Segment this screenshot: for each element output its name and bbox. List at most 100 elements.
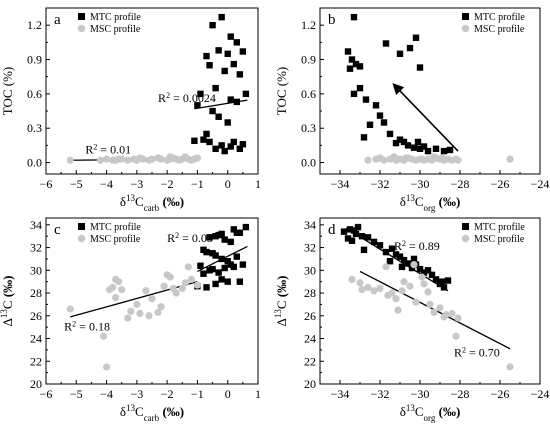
msc-point xyxy=(506,155,514,163)
mtc-point xyxy=(392,139,400,147)
mtc-point xyxy=(203,130,210,138)
msc-point xyxy=(193,281,202,289)
mtc-point xyxy=(227,143,234,150)
legend-mtc-label: MTC profile xyxy=(474,222,525,233)
y-tick-label: 0.6 xyxy=(27,87,42,101)
y-tick-label: 20 xyxy=(30,377,42,391)
msc-point xyxy=(157,155,165,163)
y-tick-label: 34 xyxy=(30,218,42,232)
y-tick-label: 28 xyxy=(304,286,316,300)
mtc-point xyxy=(440,147,448,155)
msc-point xyxy=(364,283,372,291)
mtc-point xyxy=(404,260,412,267)
mtc-point xyxy=(386,130,394,138)
mtc-point xyxy=(350,13,358,21)
y-tick-label: 28 xyxy=(30,286,42,300)
legend-mtc-marker xyxy=(462,223,469,230)
mtc-point xyxy=(352,60,360,68)
msc-point xyxy=(406,282,414,290)
mtc-point xyxy=(215,47,222,54)
mtc-point xyxy=(227,96,234,103)
y-tick-label: 0.9 xyxy=(301,53,316,67)
x-tick-label: 0 xyxy=(225,387,231,401)
mtc-point xyxy=(209,21,216,29)
msc-point xyxy=(436,304,444,312)
y-tick-label: 26 xyxy=(30,309,42,323)
msc-point xyxy=(133,300,141,309)
panel-label: b xyxy=(328,12,336,28)
msc-point xyxy=(127,307,135,315)
x-axis-label: δ13Corg (‰) xyxy=(400,403,461,423)
legend-mtc-label: MTC profile xyxy=(474,12,525,23)
mtc-point xyxy=(209,107,216,115)
y-tick-label: 22 xyxy=(30,354,42,368)
trend-arrow xyxy=(392,83,459,152)
msc-point xyxy=(506,363,514,371)
mtc-point xyxy=(218,13,225,21)
legend-mtc-marker xyxy=(78,13,85,20)
mtc-point xyxy=(346,226,354,233)
mtc-point xyxy=(420,143,428,150)
mtc-point xyxy=(203,284,210,291)
plot-frame xyxy=(319,217,541,385)
mtc-point xyxy=(221,264,228,272)
msc-point xyxy=(390,153,398,161)
mtc-point xyxy=(236,71,244,78)
mtc-point xyxy=(344,48,352,55)
msc-point xyxy=(66,305,74,313)
mtc-point xyxy=(348,56,356,63)
x-tick-label: −34 xyxy=(331,387,350,401)
mtc-point xyxy=(396,50,404,57)
x-tick-label: −26 xyxy=(491,387,510,401)
panel-b: −34 −32 −30 −28 −26 −24 0.0 0.3 0.6 0.9 1.2 δ13Corg… xyxy=(274,7,549,213)
mtc-point xyxy=(221,236,228,243)
legend-mtc-marker xyxy=(78,223,85,230)
msc-point xyxy=(358,286,366,294)
msc-point xyxy=(376,154,384,162)
y-tick-label: 24 xyxy=(304,332,316,346)
mtc-point xyxy=(344,235,352,242)
mtc-point xyxy=(380,119,388,126)
x-tick-label: 1 xyxy=(255,177,261,191)
msc-point xyxy=(66,156,74,164)
mtc-point xyxy=(352,230,360,238)
mtc-point xyxy=(386,258,394,265)
mtc-point xyxy=(376,112,384,119)
mtc-point xyxy=(224,258,231,265)
mtc-point xyxy=(356,63,364,70)
y-tick-label: 0.0 xyxy=(301,156,316,170)
mtc-point xyxy=(424,147,432,155)
msc-point xyxy=(412,298,420,306)
panel-c: −6 −5 −4 −3 −2 −1 0 1 20 22 24 26 28 30 32 34 δ13Ccarb (… xyxy=(0,217,261,423)
y-tick-label: 20 xyxy=(304,377,316,391)
x-tick-label: −2 xyxy=(161,177,174,191)
msc-point xyxy=(424,288,432,296)
y-tick-label: 0.3 xyxy=(27,121,42,135)
mtc-point xyxy=(404,142,412,149)
x-tick-label: −32 xyxy=(371,177,390,191)
y-tick-label: 32 xyxy=(30,241,42,255)
y-tick-label: 34 xyxy=(304,218,316,232)
mtc-point xyxy=(410,144,418,151)
mtc-point xyxy=(215,231,222,239)
msc-point xyxy=(118,286,126,294)
msc-point xyxy=(438,154,446,162)
panel-label: a xyxy=(54,12,61,28)
msc-point xyxy=(426,300,434,309)
mtc-point xyxy=(197,90,204,98)
mtc-point xyxy=(444,277,452,284)
mtc-point xyxy=(230,60,237,68)
x-tick-label: −32 xyxy=(371,387,390,401)
msc-point xyxy=(166,153,174,161)
mtc-point xyxy=(233,253,240,260)
mtc-point xyxy=(398,263,406,271)
msc-point xyxy=(124,156,132,164)
y-tick-label: 24 xyxy=(30,332,42,346)
panel-label: c xyxy=(54,222,61,238)
panel-d: −34 −32 −30 −28 −26 −24 20 22 24 26 28 30 32 34 δ13Cor… xyxy=(273,217,549,423)
mtc-point xyxy=(224,119,231,126)
msc-point xyxy=(172,289,180,297)
legend-mtc-marker xyxy=(462,13,469,20)
mtc-point xyxy=(236,278,244,285)
